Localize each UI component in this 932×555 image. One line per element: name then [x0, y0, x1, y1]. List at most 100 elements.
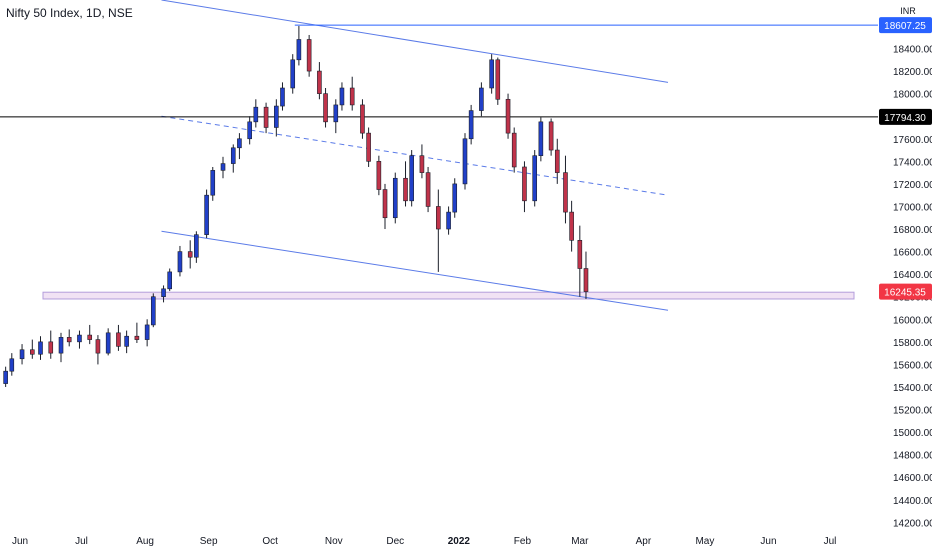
candle-62[interactable] — [532, 150, 538, 207]
candle-body-25 — [210, 170, 216, 196]
candle-48[interactable] — [409, 150, 414, 207]
candle-39[interactable] — [333, 99, 339, 134]
x-tick-label: Jul — [75, 536, 88, 547]
candle-43[interactable] — [366, 127, 371, 167]
candle-body-52 — [446, 211, 451, 230]
candle-35[interactable] — [296, 25, 302, 66]
price-tag-last-bg — [879, 283, 932, 300]
price-tag-18607[interactable]: 18607.25 — [879, 17, 932, 34]
candle-46[interactable] — [392, 172, 398, 224]
candle-body-69 — [583, 268, 589, 292]
channel-line-upper[interactable] — [161, 0, 669, 83]
candle-16[interactable] — [134, 322, 140, 343]
candle-54[interactable] — [462, 133, 468, 190]
candle-67[interactable] — [569, 200, 574, 252]
candle-body-3 — [9, 358, 15, 372]
candle-body-68 — [577, 240, 583, 269]
candle-body-27 — [230, 147, 236, 164]
candle-2[interactable] — [3, 366, 8, 387]
candle-body-49 — [419, 155, 425, 173]
candle-24[interactable] — [204, 189, 209, 239]
candle-7[interactable] — [48, 330, 54, 359]
candle-59[interactable] — [505, 93, 511, 139]
candle-body-33 — [280, 87, 285, 107]
candle-body-54 — [462, 138, 468, 185]
candle-47[interactable] — [403, 161, 408, 207]
candle-body-43 — [366, 132, 371, 162]
candle-64[interactable] — [548, 118, 554, 156]
candle-body-46 — [392, 177, 398, 219]
channel-line-lower[interactable] — [161, 230, 669, 311]
candle-38[interactable] — [323, 88, 328, 128]
y-tick-label: 16800.00 — [893, 225, 932, 236]
candle-37[interactable] — [317, 62, 322, 100]
candle-61[interactable] — [522, 161, 527, 213]
candle-28[interactable] — [237, 133, 242, 160]
candle-40[interactable] — [339, 82, 345, 111]
candle-66[interactable] — [563, 155, 568, 224]
candle-41[interactable] — [349, 76, 355, 111]
candle-14[interactable] — [116, 324, 121, 351]
candle-33[interactable] — [280, 82, 285, 111]
candle-63[interactable] — [538, 117, 544, 162]
candle-18[interactable] — [150, 293, 156, 328]
candle-30[interactable] — [253, 99, 259, 128]
candle-44[interactable] — [376, 155, 382, 196]
candle-8[interactable] — [58, 332, 64, 363]
candle-26[interactable] — [220, 156, 226, 179]
support-zone[interactable] — [42, 291, 855, 300]
candle-52[interactable] — [446, 206, 451, 235]
candle-25[interactable] — [210, 166, 216, 201]
candle-69[interactable] — [583, 251, 589, 299]
candle-15[interactable] — [124, 330, 129, 354]
candle-56[interactable] — [479, 82, 484, 117]
candle-60[interactable] — [511, 127, 517, 173]
candle-23[interactable] — [194, 231, 199, 263]
candle-36[interactable] — [306, 34, 312, 77]
candle-42[interactable] — [360, 99, 365, 139]
candle-53[interactable] — [452, 178, 458, 218]
price-tag-last[interactable]: 16245.35 — [879, 283, 932, 300]
candle-17[interactable] — [144, 319, 150, 347]
candle-21[interactable] — [177, 245, 183, 277]
candle-31[interactable] — [263, 102, 269, 134]
y-tick-label: 16000.00 — [893, 315, 932, 326]
candle-13[interactable] — [105, 328, 111, 356]
candle-10[interactable] — [77, 330, 82, 349]
candle-5[interactable] — [30, 339, 35, 359]
candle-22[interactable] — [187, 240, 193, 269]
candle-49[interactable] — [419, 144, 425, 179]
price-tag-18607-bg — [879, 17, 932, 34]
candle-68[interactable] — [577, 225, 583, 297]
candle-34[interactable] — [290, 54, 296, 94]
candle-12[interactable] — [95, 335, 101, 365]
channel-line-middle[interactable] — [161, 115, 669, 196]
candle-3[interactable] — [9, 353, 15, 376]
candle-50[interactable] — [425, 166, 431, 213]
candle-body-40 — [339, 87, 345, 106]
candle-65[interactable] — [554, 138, 560, 184]
candle-19[interactable] — [161, 285, 166, 303]
candle-6[interactable] — [38, 336, 43, 360]
candle-58[interactable] — [495, 57, 501, 105]
price-tag-17794[interactable]: 17794.30 — [879, 108, 932, 125]
candle-body-10 — [77, 334, 82, 343]
candle-45[interactable] — [382, 183, 388, 230]
x-tick-label: 2022 — [448, 536, 471, 547]
candle-body-48 — [409, 155, 414, 202]
candle-body-45 — [382, 189, 388, 219]
candle-55[interactable] — [468, 104, 474, 145]
candle-20[interactable] — [167, 268, 172, 292]
candle-29[interactable] — [247, 116, 252, 145]
candle-57[interactable] — [489, 54, 494, 94]
candle-body-63 — [538, 121, 544, 156]
candle-body-2 — [3, 370, 8, 384]
candle-4[interactable] — [19, 344, 25, 365]
candle-32[interactable] — [274, 99, 279, 137]
candle-9[interactable] — [66, 329, 72, 347]
candle-11[interactable] — [87, 324, 93, 345]
candle-51[interactable] — [436, 189, 441, 272]
candle-27[interactable] — [230, 144, 236, 173]
